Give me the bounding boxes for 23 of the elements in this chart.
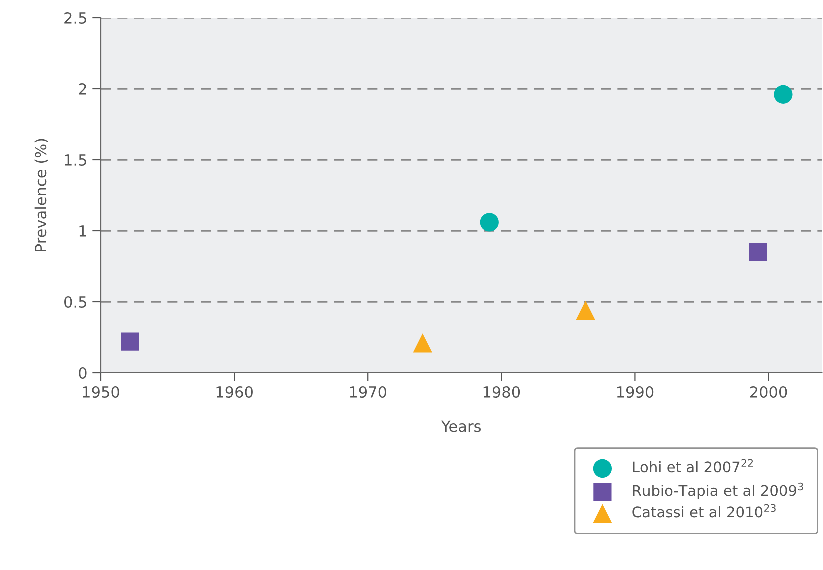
- x-tick-label: 2000: [750, 386, 788, 398]
- y-tick-label: 2: [79, 83, 86, 95]
- point: [480, 213, 499, 232]
- x-tick-label: 1950: [83, 386, 120, 398]
- legend-label: Rubio-Tapia et al 2009$^{3}$: [633, 482, 804, 500]
- point: [121, 332, 140, 351]
- point: [749, 243, 768, 262]
- point: [413, 334, 432, 353]
- y-tick-label: 0.5: [64, 296, 86, 308]
- legend-label: Lohi et al 2007$^{22}$: [633, 459, 754, 473]
- x-tick-label: 1970: [350, 386, 387, 398]
- point: [576, 300, 596, 320]
- y-axis-title: Prevalence (%): [34, 139, 48, 252]
- legend-label: Catassi et al 2010$^{23}$: [632, 504, 776, 518]
- x-tick-label: 1960: [216, 386, 253, 398]
- x-tick-label: 1990: [617, 386, 654, 398]
- x-tick-label: 1980: [484, 386, 520, 398]
- y-tick-label: 1.5: [65, 154, 86, 166]
- y-tick-label: 1: [80, 226, 86, 237]
- x-axis-title: Years: [441, 420, 481, 432]
- point: [774, 85, 793, 104]
- y-tick-label: 0: [79, 367, 87, 380]
- y-tick-label: 2.5: [64, 12, 86, 24]
